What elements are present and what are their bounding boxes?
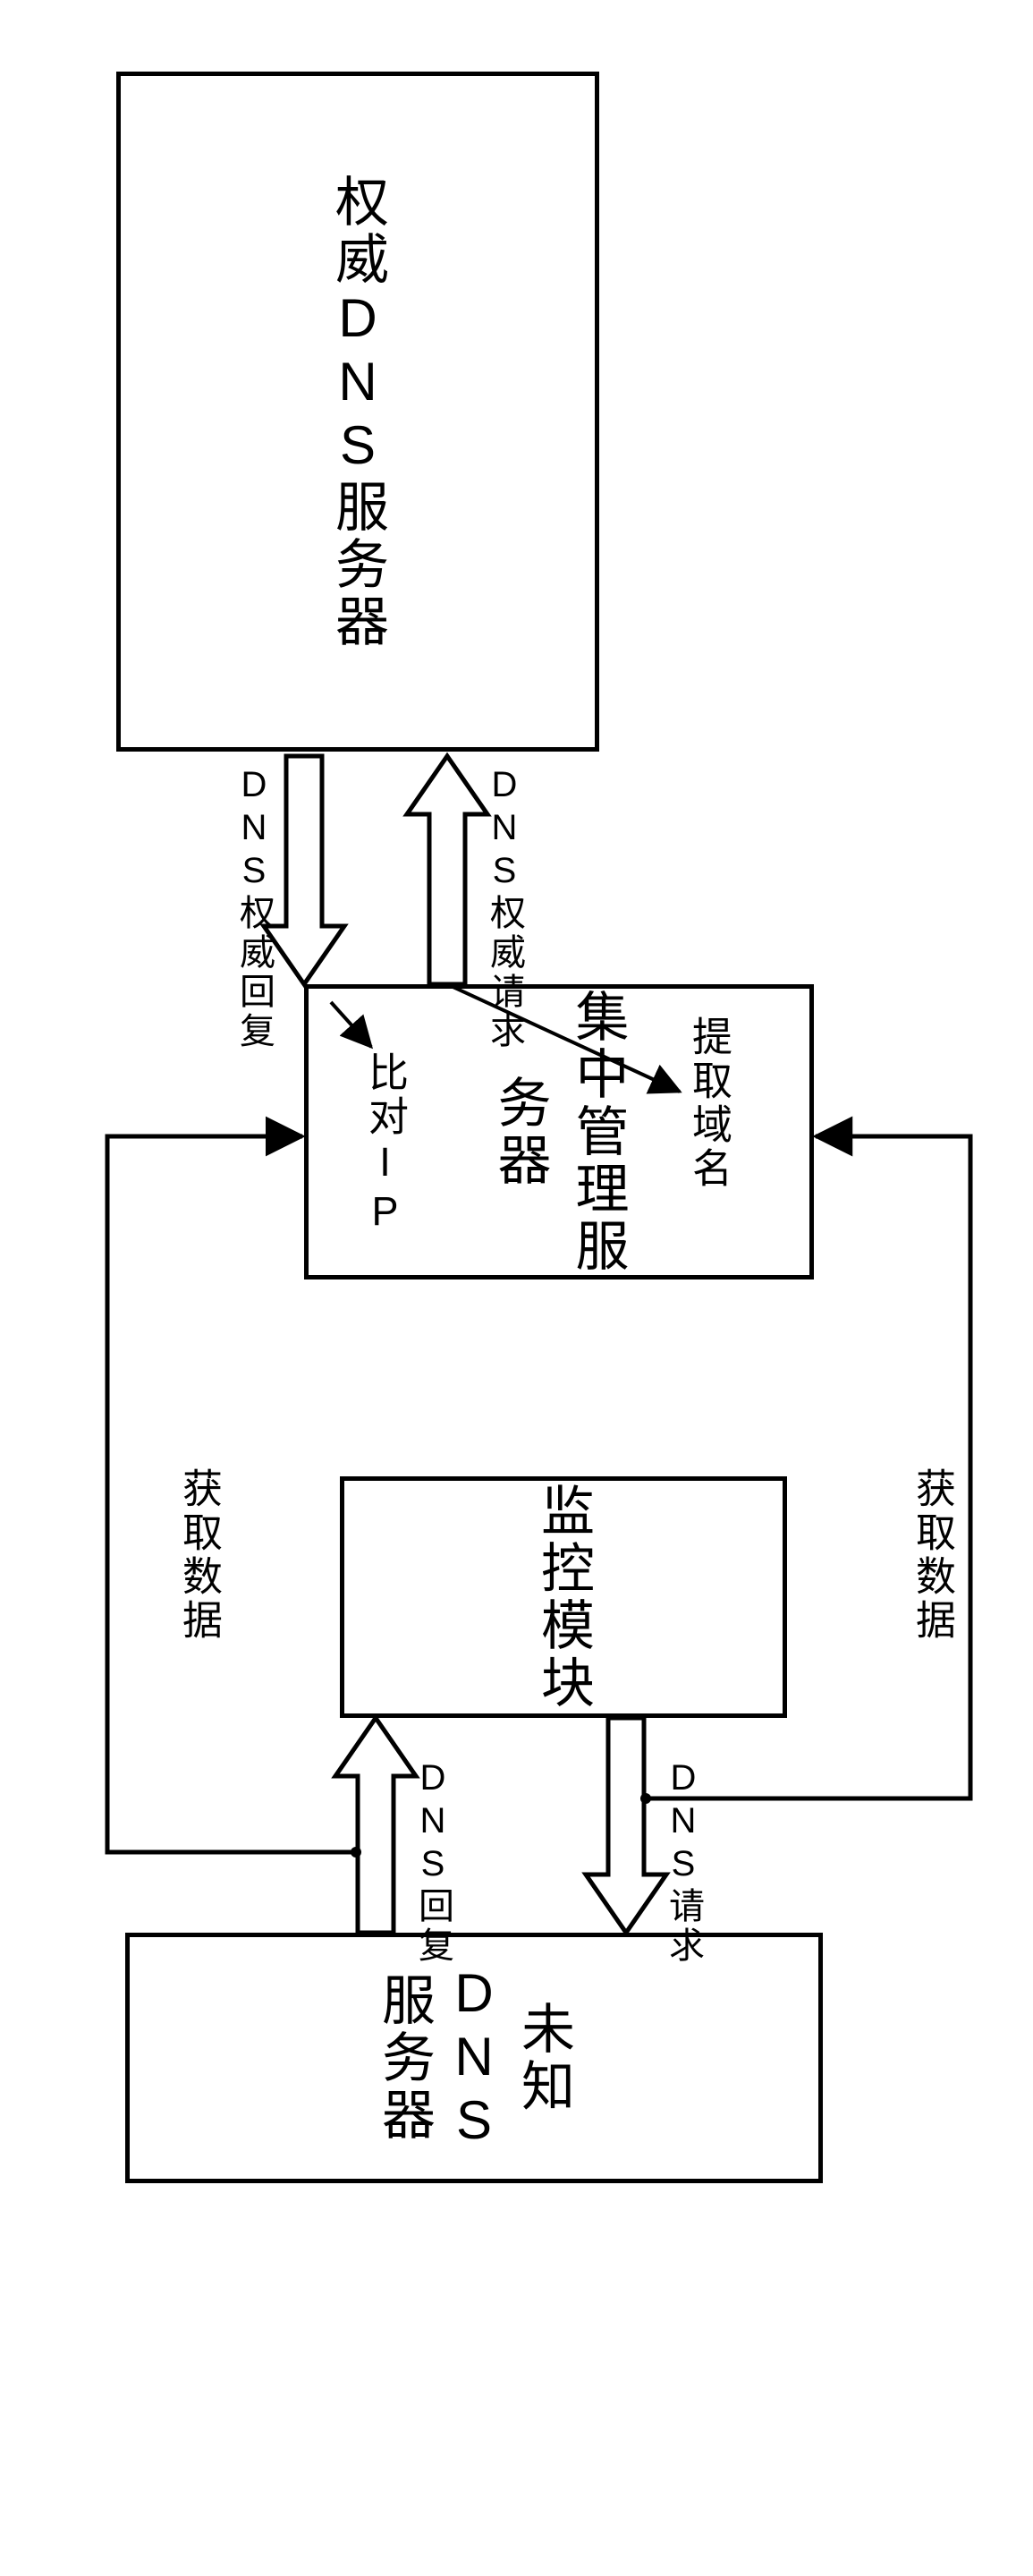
unknown-dns-label: 未知DNS服务器 [366, 1937, 583, 2179]
dns-auth-request-arrow [407, 756, 487, 984]
monitor-module-label: 监控模块 [525, 1483, 603, 1712]
get-data-right-label: 获取数据 [903, 1467, 961, 1643]
dns-request-label: DNS请求 [657, 1758, 709, 1966]
compare-ip-label: 比对IP [356, 1051, 414, 1237]
diagram-canvas: 权威DNS服务器 集中管理服务器 提取域名 比对IP 监控模块 未知DNS服务器… [0, 0, 1033, 2576]
dns-reply-arrow [335, 1718, 416, 1933]
unknown-dns-box: 未知DNS服务器 [125, 1933, 823, 2183]
get-data-left-label: 获取数据 [170, 1467, 228, 1643]
dns-reply-label: DNS回复 [407, 1758, 459, 1966]
dns-request-arrow [586, 1718, 666, 1933]
dns-auth-request-label: DNS权威请求 [478, 765, 530, 1051]
monitor-module-box: 监控模块 [340, 1476, 787, 1718]
authoritative-dns-label: 权威DNS服务器 [319, 174, 397, 650]
dns-auth-reply-label: DNS权威回复 [228, 765, 280, 1051]
authoritative-dns-box: 权威DNS服务器 [116, 72, 599, 752]
extract-domain-label: 提取域名 [680, 1016, 738, 1191]
